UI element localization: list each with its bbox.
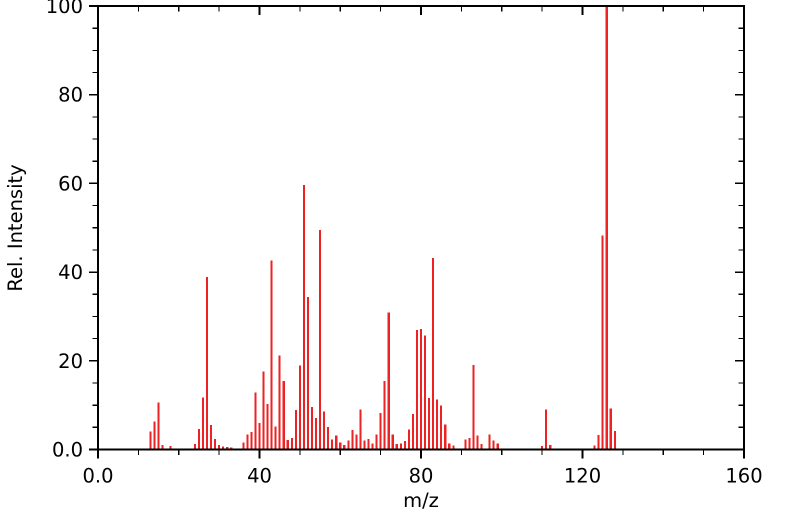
- x-axis-tick-labels: 0.0 40 80 120 160: [82, 465, 762, 488]
- y-tick-label: 80: [58, 84, 83, 107]
- x-tick-label: 160: [725, 465, 762, 488]
- x-tick-label: 40: [247, 465, 272, 488]
- y-tick-label: 0.0: [52, 439, 83, 462]
- y-tick-label: 20: [58, 350, 83, 373]
- x-tick-label: 0.0: [82, 465, 113, 488]
- x-tick-label: 80: [409, 465, 434, 488]
- spectrum-peaks: [149, 6, 616, 450]
- x-axis-label: m/z: [403, 489, 439, 512]
- y-axis-label: Rel. Intensity: [4, 164, 27, 291]
- y-tick-label: 60: [58, 172, 83, 195]
- y-axis-tick-labels: 0.0 20 40 60 80 100: [46, 0, 83, 462]
- y-axis-ticks: [89, 5, 744, 451]
- x-tick-label: 120: [564, 465, 601, 488]
- y-tick-label: 100: [46, 0, 83, 18]
- y-tick-label: 40: [58, 261, 83, 284]
- x-axis-ticks: [97, 6, 745, 459]
